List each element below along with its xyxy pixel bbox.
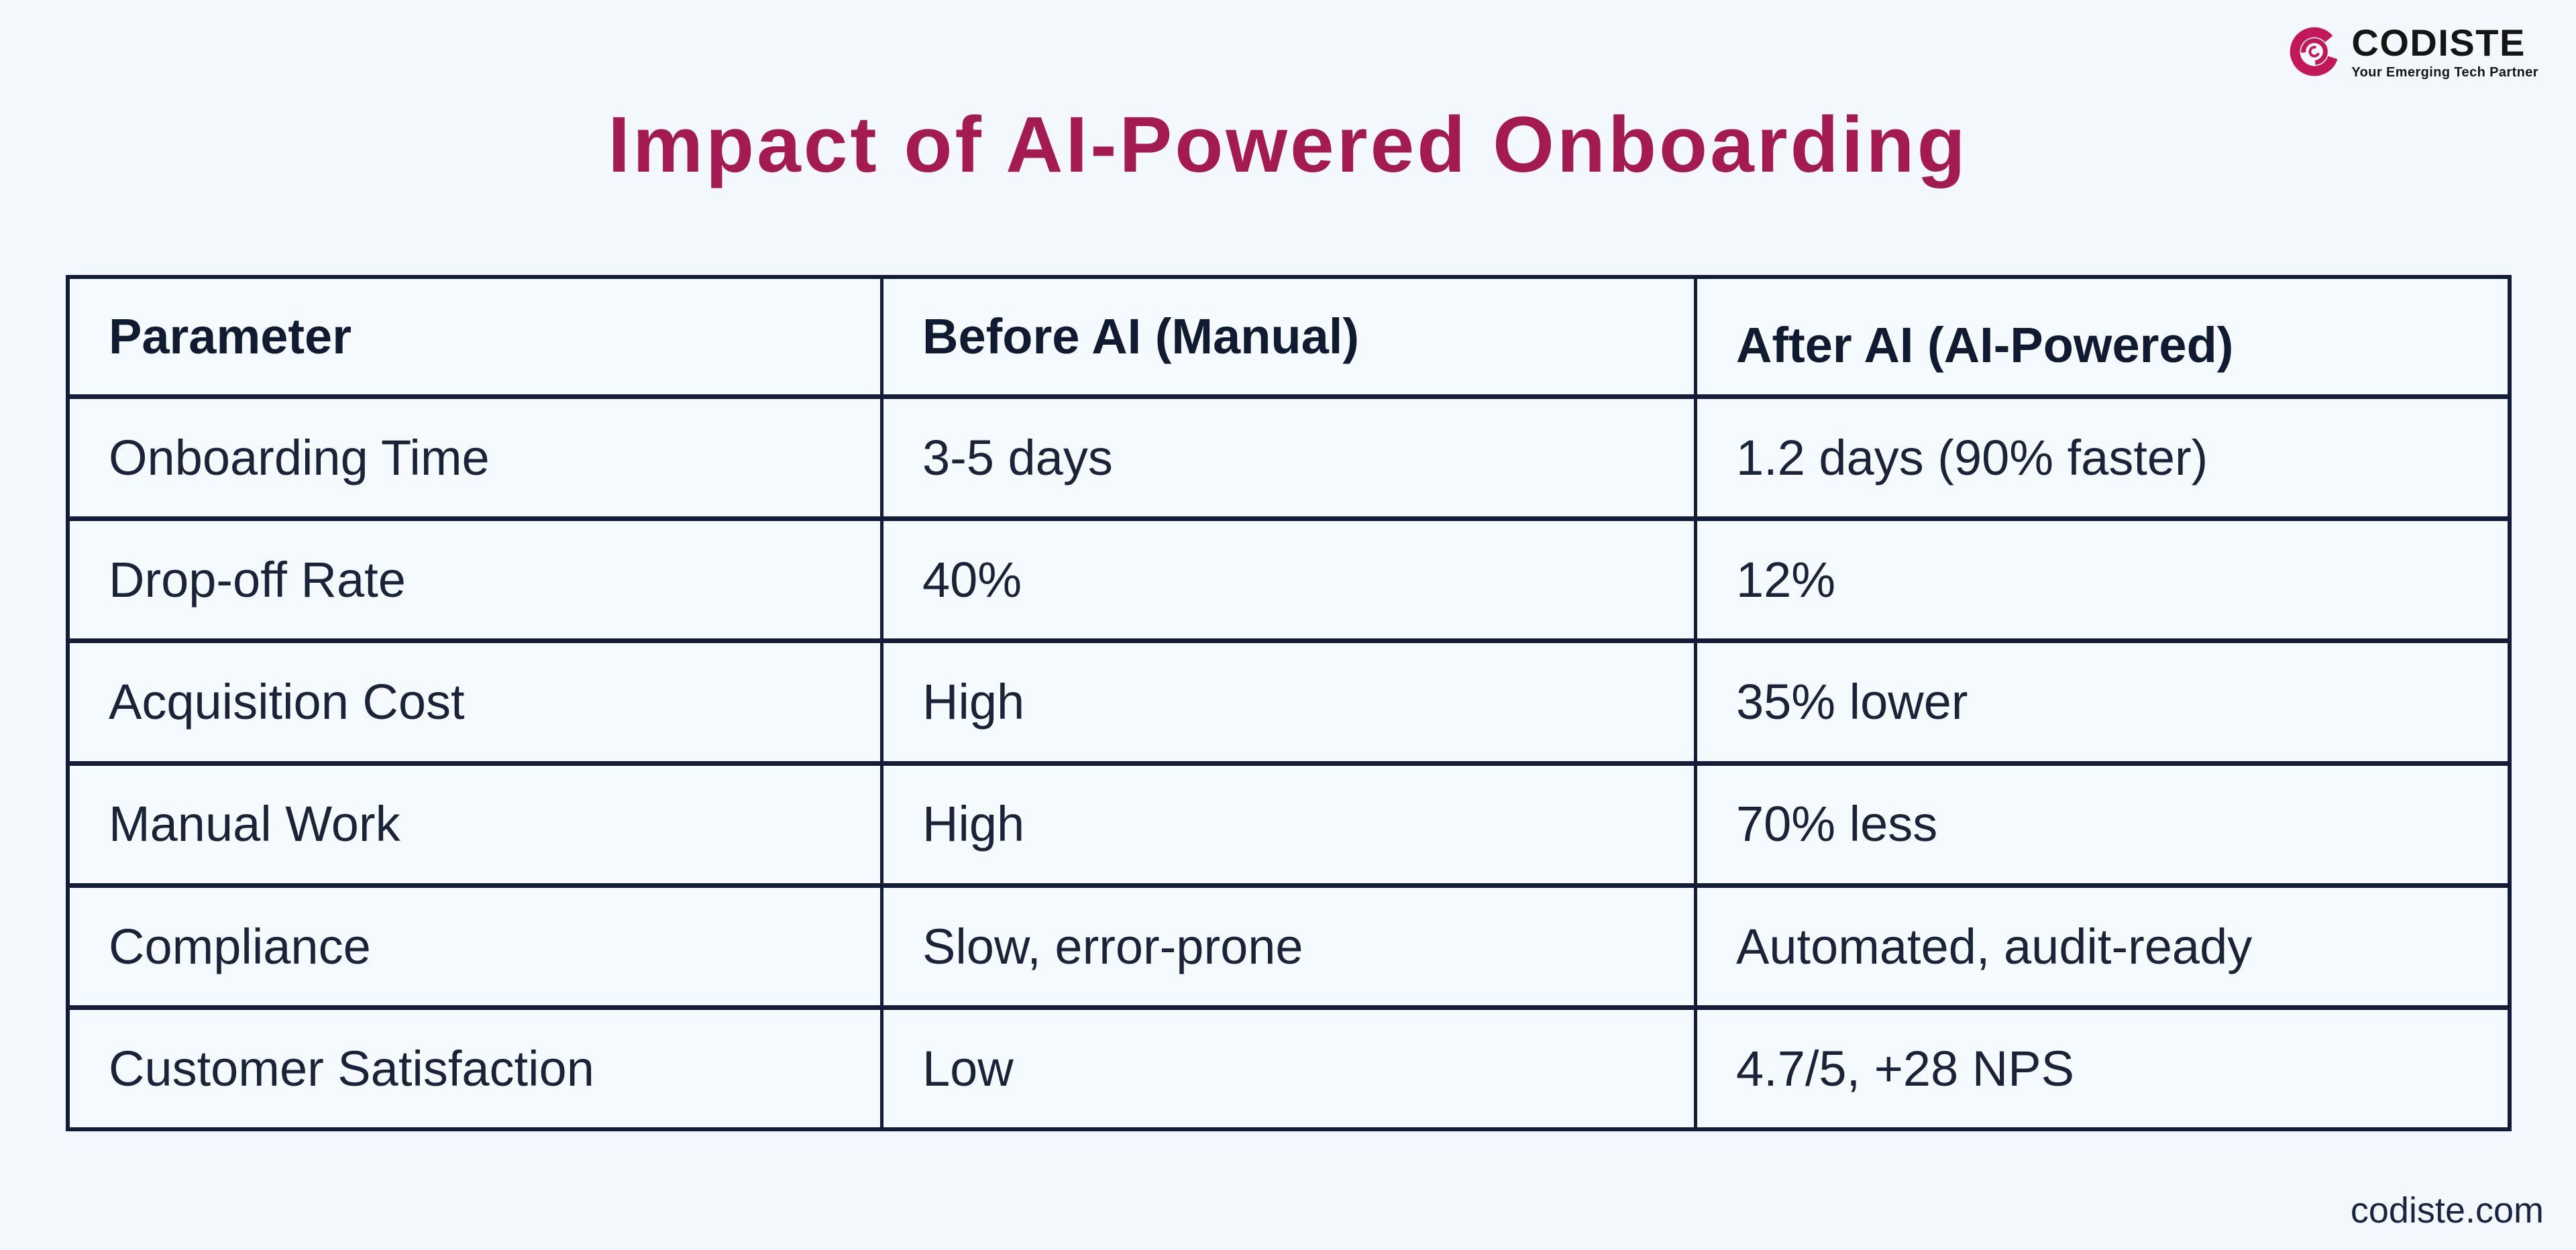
table-cell: Automated, audit-ready [1697,887,2508,1005]
table-cell: Customer Satisfaction [70,1009,880,1127]
codiste-c-icon [2288,25,2341,78]
table-cell: 70% less [1697,765,2508,883]
comparison-table: Parameter Before AI (Manual) After AI (A… [66,275,2512,1131]
page-title: Impact of AI-Powered Onboarding [608,101,1968,189]
table-header-cell-before-ai: Before AI (Manual) [883,279,1694,394]
table-cell: 4.7/5, +28 NPS [1697,1009,2508,1127]
logo-tagline: Your Emerging Tech Partner [2351,65,2538,80]
table-cell: 3-5 days [883,399,1694,517]
logo-wordmark: CODISTE [2351,21,2526,64]
table-cell: Slow, error-prone [883,887,1694,1005]
table-cell: 1.2 days (90% faster) [1697,399,2508,517]
table-cell: Low [883,1009,1694,1127]
table-cell: 40% [883,521,1694,639]
table-header-cell-parameter: Parameter [70,279,880,394]
table-cell: Compliance [70,887,880,1005]
table-cell: Acquisition Cost [70,643,880,761]
table-cell: 12% [1697,521,2508,639]
table-cell: High [883,765,1694,883]
codiste-logo: CODISTE Your Emerging Tech Partner [2288,24,2538,79]
table-cell: Onboarding Time [70,399,880,517]
table-cell: High [883,643,1694,761]
table-cell: Manual Work [70,765,880,883]
table-header-cell-after-ai: After AI (AI-Powered) [1697,279,2508,394]
table-cell: 35% lower [1697,643,2508,761]
table-cell: Drop-off Rate [70,521,880,639]
logo-text-block: CODISTE Your Emerging Tech Partner [2351,21,2538,80]
website-url: codiste.com [2350,1190,2544,1231]
